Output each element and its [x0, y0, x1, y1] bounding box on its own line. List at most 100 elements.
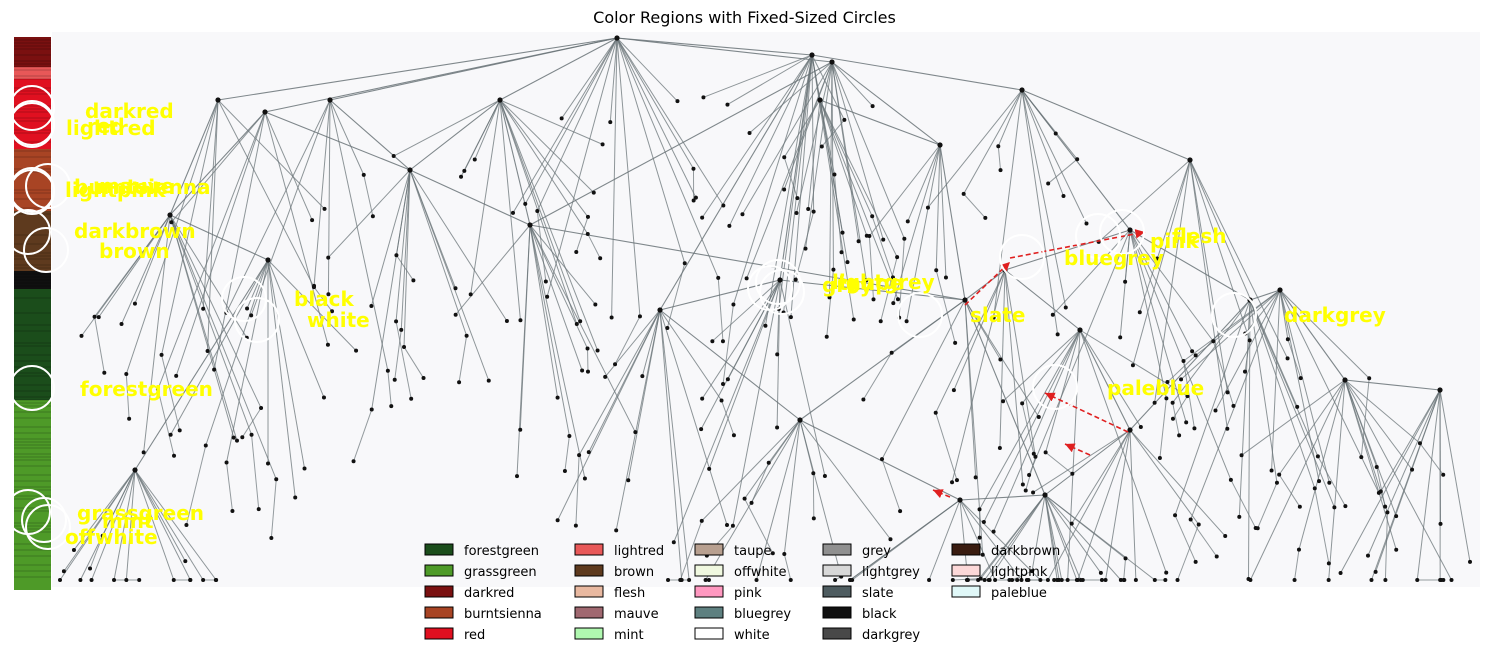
graph-edge — [616, 37, 641, 317]
graph-edge — [1004, 269, 1081, 331]
graph-node — [902, 236, 907, 241]
graph-edge — [1287, 339, 1302, 379]
graph-node — [1130, 363, 1135, 368]
chart-title: Color Regions with Fixed-Sized Circles — [593, 8, 896, 27]
graph-edge — [831, 61, 905, 239]
graph-edge — [927, 89, 1023, 208]
graph-node — [302, 466, 307, 471]
graph-edge — [1328, 379, 1346, 581]
legend-label: darkgrey — [862, 628, 920, 643]
graph-edge — [1257, 482, 1278, 529]
graph-edge — [778, 54, 813, 310]
graph-node — [891, 301, 896, 306]
graph-edge — [826, 269, 834, 337]
graph-edge — [851, 499, 961, 581]
graph-edge — [1129, 229, 1167, 399]
graph-edge — [1044, 494, 1156, 581]
graph-node — [1193, 559, 1198, 564]
graph-node — [1326, 578, 1331, 582]
graph-node — [832, 172, 837, 177]
graph-edge — [1189, 159, 1289, 359]
graph-edge — [134, 259, 269, 471]
graph-node — [797, 417, 803, 423]
graph-edge — [143, 214, 171, 453]
graph-node — [167, 212, 173, 218]
graph-edge — [1180, 289, 1281, 380]
graph-edge — [1249, 379, 1346, 581]
graph-edge — [935, 269, 1006, 413]
graph-node — [864, 278, 869, 283]
graph-node — [462, 168, 467, 173]
graph-node — [934, 268, 939, 273]
graph-edge — [396, 254, 414, 281]
graph-node — [1285, 337, 1290, 342]
legend-label: red — [464, 628, 485, 643]
graph-edge — [1189, 159, 1229, 393]
graph-edge — [1004, 269, 1036, 457]
graph-node — [775, 425, 780, 430]
graph-node — [577, 453, 582, 458]
graph-edge — [892, 144, 941, 304]
region-circle-taupe — [759, 269, 805, 315]
graph-node — [155, 387, 160, 392]
graph-node — [1369, 578, 1374, 582]
graph-node — [1441, 472, 1446, 477]
graph-node — [1063, 305, 1068, 310]
graph-edge — [833, 174, 843, 253]
graph-node — [1127, 427, 1133, 433]
graph-edge — [1298, 379, 1346, 550]
graph-node — [678, 578, 683, 582]
graph-node — [840, 230, 845, 235]
graph-node — [1118, 335, 1123, 340]
graph-node — [742, 496, 747, 501]
legend-label: slate — [862, 586, 893, 601]
graph-node — [1225, 426, 1230, 431]
graph-edge — [264, 111, 313, 221]
graph-node — [1359, 455, 1364, 460]
region-label-white: white — [307, 308, 370, 332]
graph-node — [1123, 279, 1128, 284]
graph-node — [174, 373, 179, 378]
graph-node — [1255, 526, 1260, 531]
graph-node — [322, 206, 327, 211]
graph-node — [1338, 570, 1343, 575]
graph-edge — [202, 99, 219, 309]
graph-node — [831, 267, 836, 272]
graph-node — [1103, 578, 1108, 582]
graph-node — [1326, 561, 1331, 566]
graph-node — [691, 166, 696, 171]
graph-node — [1181, 358, 1186, 363]
graph-node — [259, 405, 264, 410]
graph-edge — [169, 214, 248, 338]
graph-node — [997, 446, 1002, 451]
legend-label: taupe — [734, 544, 772, 559]
graph-edge — [329, 99, 411, 171]
graph-edge — [395, 321, 412, 399]
legend-swatch — [424, 606, 454, 619]
graph-edge — [91, 469, 136, 581]
graph-edge — [587, 233, 601, 259]
graph-edge — [659, 309, 683, 581]
graph-edge — [171, 111, 266, 223]
region-label-slate: slate — [970, 303, 1025, 327]
graph-node — [721, 203, 726, 208]
graph-node — [1031, 451, 1036, 456]
graph-node — [707, 466, 712, 471]
region-label-red: red — [87, 114, 125, 138]
graph-node — [240, 435, 245, 440]
graph-edge — [1177, 524, 1200, 581]
graph-node — [1277, 287, 1283, 293]
legend-label: lightred — [614, 544, 664, 559]
graph-node — [1196, 522, 1201, 527]
graph-edge — [959, 499, 1022, 581]
graph-node — [725, 377, 730, 382]
graph-edge — [1344, 379, 1413, 470]
graph-edge — [1077, 429, 1131, 581]
graph-edge — [267, 259, 325, 398]
graph-node — [700, 215, 705, 220]
graph-node — [782, 155, 787, 160]
legend-label: darkbrown — [991, 544, 1060, 559]
graph-edge — [1129, 299, 1251, 431]
graph-edge — [819, 99, 844, 233]
